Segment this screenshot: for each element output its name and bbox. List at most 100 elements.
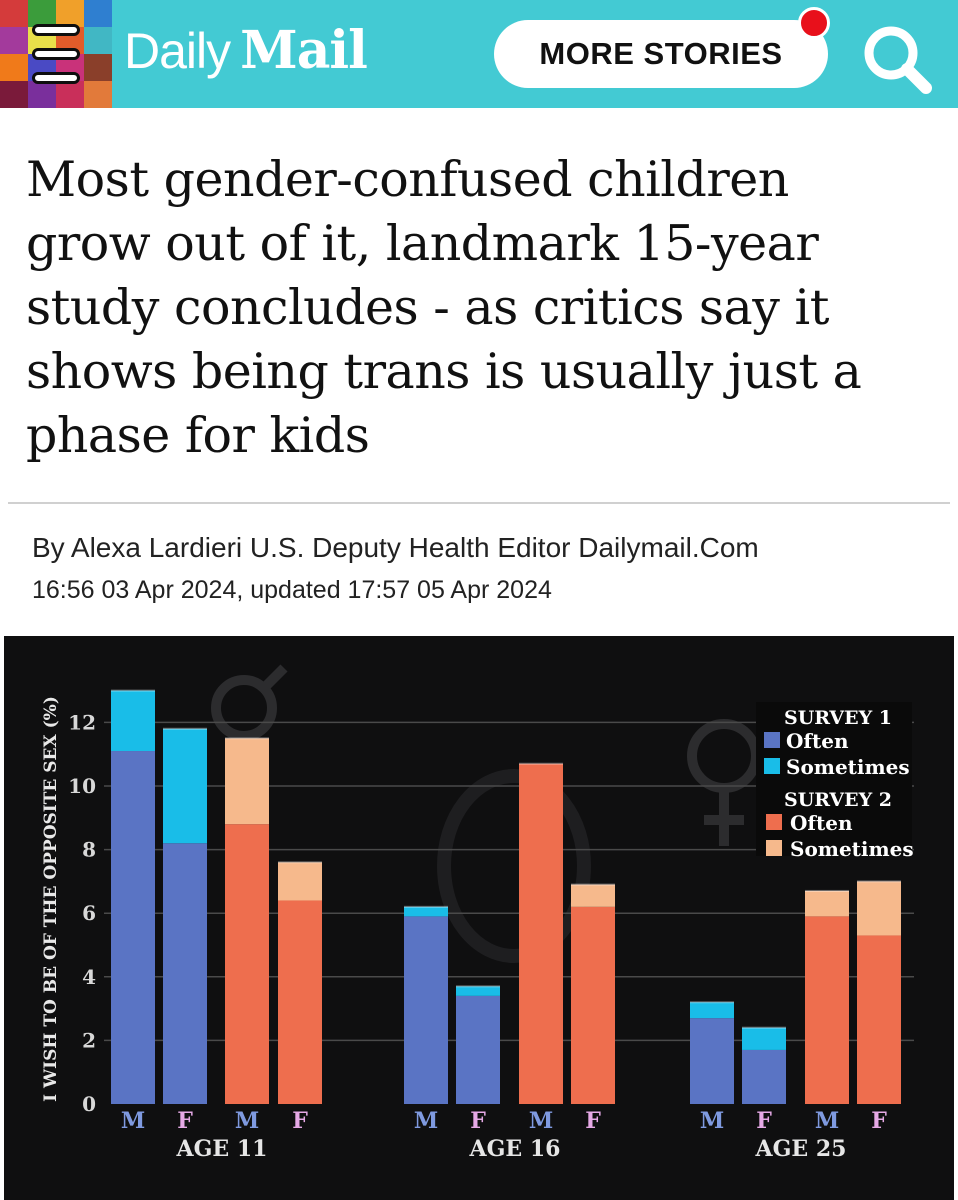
x-category-label: M bbox=[414, 1108, 438, 1134]
bar-segment bbox=[404, 906, 448, 917]
legend-box bbox=[756, 702, 912, 856]
bar-segment bbox=[690, 1018, 734, 1104]
mosaic-tile bbox=[84, 54, 112, 81]
logo-mosaic bbox=[0, 0, 112, 108]
site-logo[interactable]: Daily Mail bbox=[124, 20, 368, 90]
bar-segment bbox=[456, 986, 500, 996]
article-byline[interactable]: By Alexa Lardieri U.S. Deputy Health Edi… bbox=[32, 532, 759, 563]
bar-cap bbox=[163, 727, 207, 730]
bar-segment bbox=[111, 751, 155, 1104]
mosaic-tile bbox=[84, 0, 112, 27]
legend-s2-sometimes-label: Sometimes bbox=[790, 837, 914, 861]
y-axis-label: I WISH TO BE OF THE OPPOSITE SEX (%) bbox=[41, 696, 61, 1102]
bar-segment bbox=[225, 738, 269, 825]
decorative-symbols bbox=[211, 664, 761, 963]
bar-segment bbox=[163, 843, 207, 1104]
bar-segment bbox=[404, 916, 448, 1104]
mosaic-tile bbox=[56, 81, 84, 108]
mosaic-tile bbox=[28, 0, 56, 27]
bar-segment bbox=[805, 916, 849, 1104]
x-category-label: F bbox=[871, 1108, 887, 1134]
x-group-label: AGE 11 bbox=[176, 1136, 268, 1162]
legend-s1-sometimes-label: Sometimes bbox=[786, 755, 910, 779]
x-category-label: M bbox=[121, 1108, 145, 1134]
x-category-label: M bbox=[529, 1108, 553, 1134]
x-category-label: F bbox=[585, 1108, 601, 1134]
mosaic-tile bbox=[0, 0, 28, 27]
bar-cap bbox=[456, 985, 500, 988]
x-category-label: M bbox=[700, 1108, 724, 1134]
bar-segment bbox=[225, 824, 269, 1104]
bar-cap bbox=[278, 861, 322, 864]
bar-segment bbox=[163, 728, 207, 844]
bar-segment bbox=[742, 1049, 786, 1104]
site-header: Daily Mail MORE STORIES bbox=[0, 0, 958, 108]
y-tick-label: 8 bbox=[82, 838, 96, 862]
bar-segment bbox=[805, 890, 849, 917]
x-category-label: F bbox=[177, 1108, 193, 1134]
bar-cap bbox=[690, 1001, 734, 1004]
bar-segment bbox=[278, 862, 322, 901]
mosaic-tile bbox=[0, 27, 28, 54]
article-headline: Most gender-confused children grow out o… bbox=[26, 151, 862, 464]
bar-segment bbox=[571, 884, 615, 907]
article-dateline: 16:56 03 Apr 2024, updated 17:57 05 Apr … bbox=[32, 576, 552, 604]
x-group-label: AGE 25 bbox=[755, 1136, 847, 1162]
mosaic-tile bbox=[28, 81, 56, 108]
bar-segment bbox=[690, 1002, 734, 1019]
bar-cap bbox=[225, 737, 269, 740]
headline-divider bbox=[8, 502, 950, 504]
bar-cap bbox=[742, 1026, 786, 1029]
silhouette-head bbox=[437, 769, 591, 963]
y-tick-label: 2 bbox=[82, 1028, 96, 1052]
bar-segment bbox=[857, 881, 901, 936]
mosaic-tile bbox=[0, 81, 28, 108]
bar-segment bbox=[278, 900, 322, 1104]
bar-cap bbox=[404, 905, 448, 908]
bar-cap bbox=[857, 880, 901, 883]
x-category-label: F bbox=[292, 1108, 308, 1134]
bar-segment bbox=[456, 995, 500, 1104]
chart-legend: SURVEY 1 Often Sometimes SURVEY 2 Often … bbox=[756, 702, 914, 861]
x-category-label: M bbox=[815, 1108, 839, 1134]
bar-cap bbox=[805, 889, 849, 892]
notification-dot bbox=[798, 7, 830, 39]
bar-cap bbox=[571, 883, 615, 886]
mosaic-tile bbox=[0, 54, 28, 81]
y-tick-label: 0 bbox=[82, 1092, 96, 1116]
more-stories-button[interactable]: MORE STORIES bbox=[494, 20, 828, 88]
x-group-label: AGE 16 bbox=[469, 1136, 561, 1162]
legend-survey1-title: SURVEY 1 bbox=[784, 707, 892, 729]
y-tick-label: 4 bbox=[82, 965, 96, 989]
legend-swatch-s2-sometimes bbox=[766, 840, 782, 856]
bar-segment bbox=[111, 690, 155, 752]
male-symbol-arrow bbox=[262, 664, 288, 690]
bar-segment bbox=[742, 1027, 786, 1050]
logo-mail-text: Mail bbox=[240, 20, 368, 81]
x-category-label: F bbox=[470, 1108, 486, 1134]
y-axis-ticks: 0 2 4 6 8 10 12 bbox=[68, 710, 96, 1116]
bar-cap bbox=[111, 689, 155, 692]
search-icon[interactable] bbox=[858, 20, 938, 100]
legend-swatch-s2-often bbox=[766, 814, 782, 830]
mosaic-tile bbox=[84, 27, 112, 54]
bar-segment bbox=[519, 763, 563, 1104]
bar-cap bbox=[519, 762, 563, 765]
chart-bars bbox=[111, 689, 901, 1104]
y-tick-label: 12 bbox=[68, 710, 96, 734]
mosaic-tile bbox=[84, 81, 112, 108]
bar-segment bbox=[571, 906, 615, 1104]
legend-s2-often-label: Often bbox=[790, 811, 853, 835]
bar-segment bbox=[857, 935, 901, 1104]
y-tick-label: 10 bbox=[68, 774, 96, 798]
hamburger-menu-icon[interactable] bbox=[28, 24, 84, 84]
legend-s1-often-label: Often bbox=[786, 729, 849, 753]
x-category-label: M bbox=[235, 1108, 259, 1134]
x-category-label: F bbox=[756, 1108, 772, 1134]
y-tick-label: 6 bbox=[82, 901, 96, 925]
legend-swatch-s1-sometimes bbox=[764, 758, 780, 774]
logo-daily-text: Daily bbox=[124, 23, 231, 79]
chart: 0 2 4 6 8 10 12 M F M F M F M F M F M F AGE 11 AGE 16 AGE 25… bbox=[4, 636, 954, 1200]
